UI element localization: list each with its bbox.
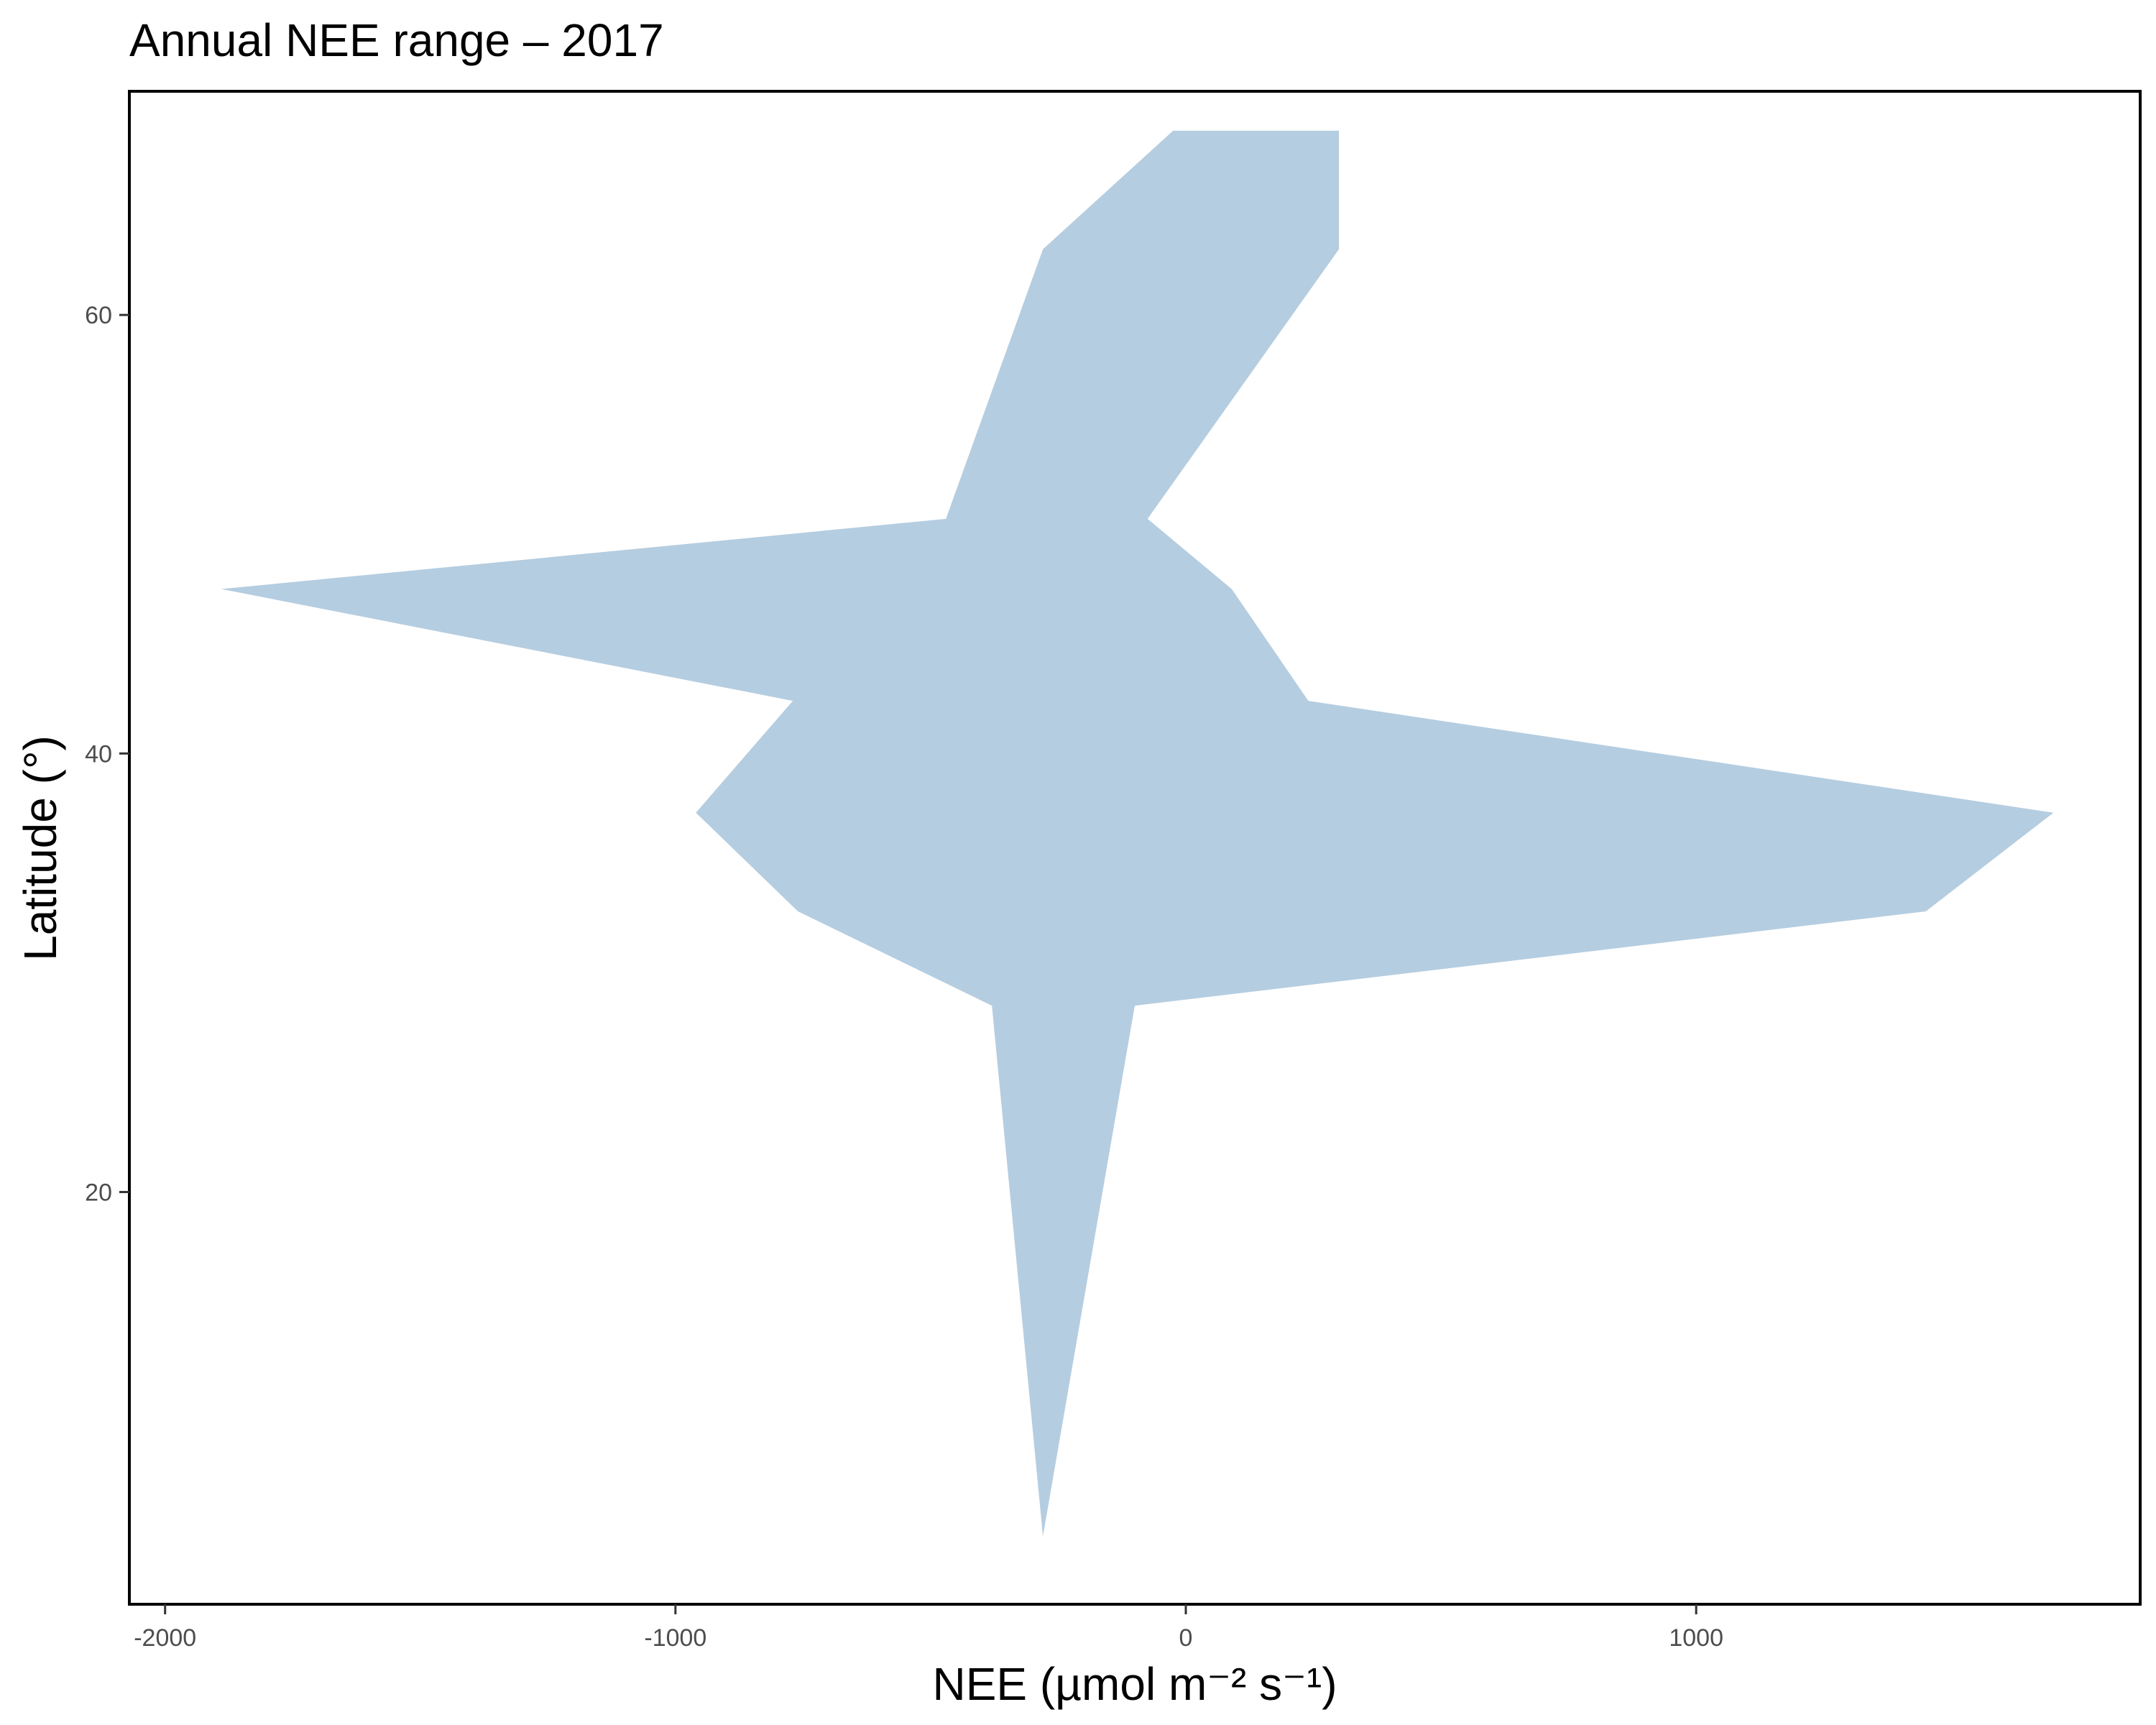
chart-title: Annual NEE range – 2017 bbox=[129, 14, 664, 66]
plot-panel-border bbox=[128, 90, 2142, 1606]
y-tick-label: 60 bbox=[85, 302, 112, 329]
nee-range-area-0 bbox=[221, 130, 2054, 1537]
x-axis: -2000 -1000 0 1000 bbox=[134, 1604, 1723, 1652]
x-tick-label: 0 bbox=[1179, 1624, 1193, 1652]
x-tick-label: -2000 bbox=[134, 1624, 196, 1652]
x-axis-title: NEE (µmol m⁻² s⁻¹) bbox=[932, 1658, 1337, 1710]
y-tick-label: 20 bbox=[85, 1179, 112, 1206]
y-tick-label: 40 bbox=[85, 740, 112, 768]
x-tick-label: -1000 bbox=[644, 1624, 706, 1652]
y-axis-title: Latitude (°) bbox=[14, 735, 66, 961]
area-layer bbox=[221, 130, 2054, 1537]
y-axis: 20 40 60 bbox=[85, 302, 129, 1206]
x-tick-label: 1000 bbox=[1669, 1624, 1723, 1652]
